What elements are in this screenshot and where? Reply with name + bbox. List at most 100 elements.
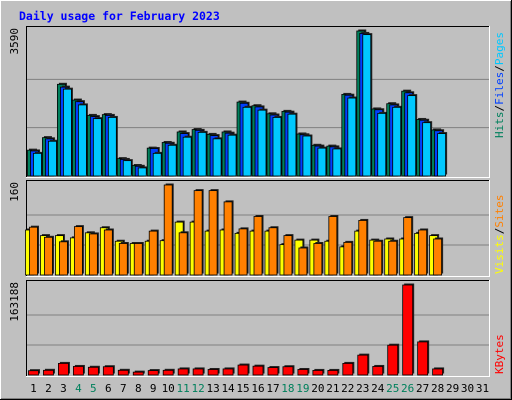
x-tick-label-7: 7	[120, 382, 127, 395]
bar-pages-day-28	[437, 133, 447, 177]
bar-sites-day-19	[298, 247, 308, 276]
bar-kbytes-day-27	[417, 341, 429, 376]
bar-kbytes-day-6	[102, 366, 114, 376]
x-tick-label-22: 22	[341, 382, 354, 395]
bar-sites-day-28	[433, 238, 443, 276]
x-tick-label-5: 5	[90, 382, 97, 395]
x-tick-label-19: 19	[296, 382, 309, 395]
bar-pages-day-18	[287, 113, 297, 177]
bar-pages-day-24	[377, 112, 387, 177]
bar-sites-day-20	[313, 243, 323, 276]
bar-pages-day-27	[422, 122, 432, 177]
x-tick-label-14: 14	[221, 382, 235, 395]
bar-pages-day-17	[272, 117, 282, 177]
bar-sites-day-23	[358, 220, 368, 276]
bar-kbytes-day-14	[222, 368, 234, 376]
bar-pages-day-6	[107, 117, 117, 177]
bar-pages-day-23	[362, 34, 372, 177]
x-tick-label-17: 17	[266, 382, 279, 395]
bar-kbytes-day-20	[312, 370, 324, 376]
bar-sites-day-27	[418, 229, 428, 276]
bar-sites-day-2	[44, 236, 53, 276]
y-tick-label: 3590	[8, 28, 21, 55]
bar-kbytes-day-16	[252, 365, 264, 376]
bar-sites-day-8	[133, 243, 143, 276]
x-tick-label-12: 12	[192, 382, 205, 395]
bar-kbytes-day-18	[282, 366, 294, 376]
bar-pages-day-20	[317, 147, 327, 177]
bar-sites-day-7	[118, 243, 128, 276]
x-tick-label-2: 2	[45, 382, 52, 395]
bar-kbytes-day-7	[117, 369, 129, 376]
bar-pages-day-15	[242, 106, 252, 177]
bar-pages-day-13	[212, 138, 222, 177]
bar-sites-day-12	[193, 190, 203, 276]
bar-sites-day-13	[208, 190, 218, 276]
bar-pages-day-21	[332, 148, 342, 177]
chart-panels: 3590Hits/Files/Pages160Visits/Sites16318…	[8, 26, 506, 377]
legend-kbytes: KBytes	[493, 334, 506, 374]
x-axis-ticks: 1 2 3 4 5 6 7 8 9 10 11 12 13 14 15 16 17 18 19 20 21 22 23 24 2…	[30, 382, 489, 395]
x-tick-label-26: 26	[401, 382, 414, 395]
x-tick-label-23: 23	[356, 382, 369, 395]
bar-sites-day-17	[268, 227, 278, 276]
x-tick-label-25: 25	[386, 382, 399, 395]
legend-separator: /	[493, 228, 506, 235]
legend-separator: /	[493, 65, 506, 72]
bar-sites-day-22	[343, 241, 353, 276]
bar-kbytes-day-28	[432, 368, 444, 376]
x-tick-label-18: 18	[281, 382, 294, 395]
bar-kbytes-day-8	[132, 371, 144, 376]
bar-pages-day-14	[227, 134, 237, 177]
bar-kbytes-day-11	[177, 368, 189, 376]
bar-sites-day-18	[283, 235, 293, 276]
x-tick-label-3: 3	[60, 382, 67, 395]
bar-pages-day-9	[152, 152, 162, 177]
panel-hits-files-pages: 3590 Hits/Files/Pages	[8, 26, 506, 178]
bar-kbytes-day-19	[297, 369, 309, 376]
bar-pages-day-25	[392, 106, 402, 177]
bar-kbytes-day-5	[87, 366, 99, 376]
bar-sites-day-15	[238, 228, 248, 276]
legend-hits-files-pages: Hits/Files/Pages	[493, 32, 506, 138]
bar-sites-day-16	[253, 216, 263, 276]
legend-sites: Sites	[493, 195, 506, 228]
bar-pages-day-2	[48, 140, 57, 177]
bar-sites-day-25	[388, 240, 398, 276]
bar-pages-day-10	[167, 144, 177, 177]
bar-pages-day-22	[347, 97, 357, 177]
bar-sites-day-10	[163, 184, 173, 276]
x-tick-label-4: 4	[75, 382, 82, 395]
bar-kbytes-day-21	[327, 370, 339, 376]
legend-visits-sites: Visits/Sites	[493, 195, 506, 275]
bar-pages-day-12	[197, 131, 207, 177]
bar-sites-day-24	[373, 240, 383, 276]
legend-hits: Hits	[493, 112, 506, 139]
bar-pages-day-16	[257, 109, 267, 177]
legend-separator: /	[493, 105, 506, 112]
bar-kbytes-day-13	[207, 369, 219, 376]
x-tick-label-20: 20	[311, 382, 324, 395]
x-tick-label-24: 24	[371, 382, 385, 395]
bar-kbytes-day-4	[72, 366, 84, 376]
bar-kbytes-day-15	[237, 364, 249, 376]
x-tick-label-30: 30	[461, 382, 474, 395]
bar-sites-day-4	[73, 226, 83, 276]
bar-kbytes-day-1	[28, 370, 39, 376]
x-tick-label-6: 6	[105, 382, 112, 395]
x-tick-label-16: 16	[251, 382, 264, 395]
bar-kbytes-day-26	[402, 284, 414, 376]
x-tick-label-1: 1	[30, 382, 37, 395]
bar-kbytes-day-2	[43, 369, 54, 376]
x-tick-label-8: 8	[135, 382, 142, 395]
x-tick-label-11: 11	[177, 382, 190, 395]
x-tick-label-31: 31	[476, 382, 489, 395]
x-tick-label-10: 10	[162, 382, 175, 395]
y-tick-label: 163188	[8, 282, 21, 322]
bar-kbytes-day-9	[147, 370, 159, 376]
bar-sites-day-3	[59, 241, 68, 276]
bar-kbytes-day-3	[58, 363, 69, 376]
x-tick-label-13: 13	[206, 382, 219, 395]
legend-kbytes: KBytes	[493, 334, 506, 374]
